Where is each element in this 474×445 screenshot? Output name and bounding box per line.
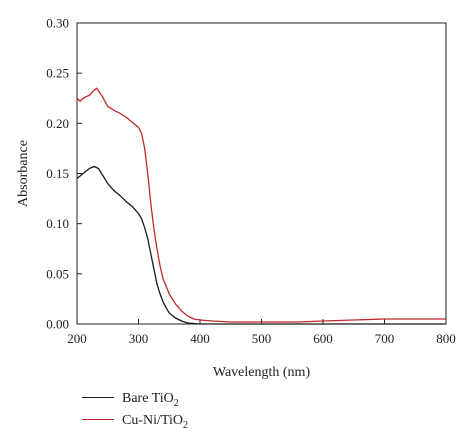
- legend-swatch-bare-tio2: [82, 397, 114, 399]
- legend: Bare TiO2 Cu-Ni/TiO2: [82, 388, 188, 432]
- series-line-cu-ni-tio2: [76, 87, 446, 323]
- y-tick-label: 0.20: [46, 116, 69, 131]
- x-tick-label: 800: [436, 331, 456, 346]
- x-tick-label: 300: [129, 331, 149, 346]
- x-axis-ticks: 200 300 400 500 600 700 800: [67, 319, 456, 346]
- series-lines: [76, 87, 446, 325]
- y-tick-label: 0.15: [46, 166, 69, 181]
- series-line-bare-tio2: [76, 165, 446, 325]
- legend-label-cu-ni-tio2: Cu-Ni/TiO2: [122, 413, 188, 431]
- y-tick-label: 0.30: [46, 16, 69, 31]
- y-tick-label: 0.05: [46, 266, 69, 281]
- y-tick-label: 0.00: [46, 317, 69, 332]
- x-tick-label: 500: [252, 331, 272, 346]
- y-axis-ticks: 0.00 0.05 0.10 0.15 0.20 0.25 0.30: [46, 16, 82, 332]
- x-axis-title: Wavelength (nm): [213, 365, 311, 380]
- x-tick-label: 700: [375, 331, 395, 346]
- legend-label-bare-tio2: Bare TiO2: [122, 391, 179, 409]
- plot-frame: [76, 22, 447, 325]
- x-tick-label: 400: [190, 331, 210, 346]
- legend-item-cu-ni-tio2: Cu-Ni/TiO2: [82, 410, 188, 432]
- y-tick-label: 0.25: [46, 66, 69, 81]
- legend-swatch-cu-ni-tio2: [82, 419, 114, 421]
- y-tick-label: 0.10: [46, 216, 69, 231]
- y-axis-title: Absorbance: [16, 140, 31, 207]
- x-tick-label: 600: [313, 331, 333, 346]
- x-tick-label: 200: [67, 331, 87, 346]
- legend-item-bare-tio2: Bare TiO2: [82, 388, 188, 410]
